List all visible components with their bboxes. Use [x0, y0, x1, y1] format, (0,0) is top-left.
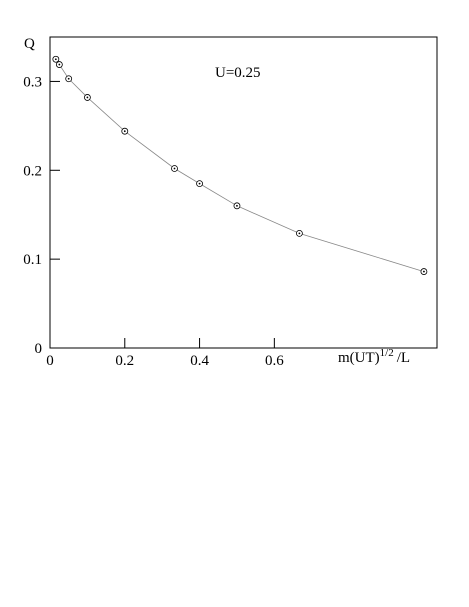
x-tick-label: 0.6: [265, 353, 284, 369]
data-point-dot: [54, 58, 57, 61]
data-point-dot: [298, 232, 301, 235]
x-axis-label: m(UT)1/2/L: [338, 347, 410, 366]
x-label-tail: /L: [397, 350, 410, 366]
x-label-base: m(UT): [338, 350, 380, 366]
data-point-dot: [86, 96, 89, 99]
x-label-sup: 1/2: [380, 347, 394, 359]
plot-frame: [49, 36, 438, 349]
data-point-dot: [423, 270, 425, 273]
y-tick-label: 0.3: [23, 74, 42, 90]
y-tick-label: 0.2: [23, 163, 42, 179]
y-tick-label: 0: [35, 341, 43, 357]
series-line: [55, 58, 425, 272]
data-point-dot: [123, 130, 126, 133]
x-tick-label: 0.4: [190, 353, 209, 369]
data-point-dot: [58, 63, 61, 66]
y-tick-label: 0.1: [23, 252, 42, 268]
y-axis-label: Q: [24, 36, 35, 52]
x-tick-label: 0.2: [115, 353, 134, 369]
data-point-dot: [67, 77, 70, 80]
data-point-dot: [236, 204, 238, 207]
data-point-dot: [198, 182, 201, 185]
annotation: U=0.25: [215, 65, 261, 81]
x-tick-label: 0: [46, 353, 54, 369]
data-point-dot: [173, 167, 176, 170]
